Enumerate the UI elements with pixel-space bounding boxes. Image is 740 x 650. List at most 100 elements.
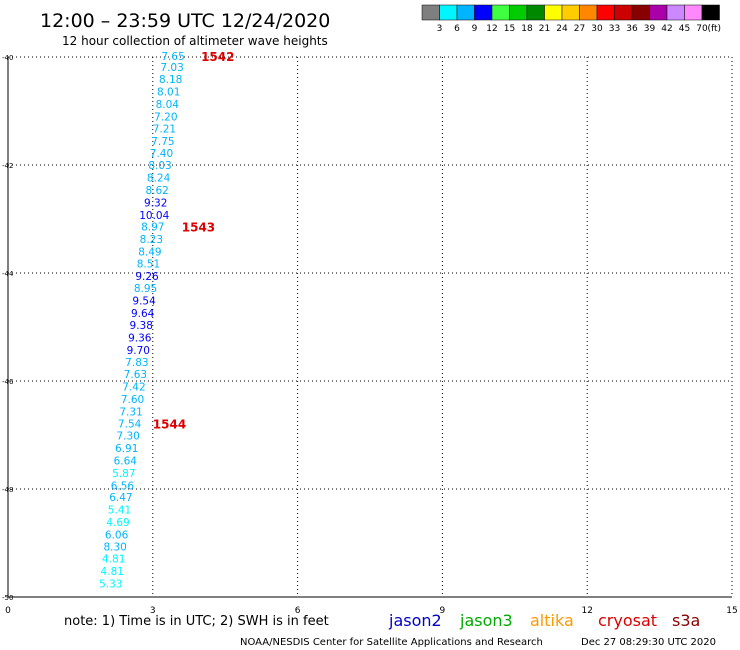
- colorbar-label: 27: [574, 24, 585, 34]
- colorbar-label: 42: [661, 24, 672, 34]
- colorbar-swatch: [474, 4, 493, 21]
- colorbar-label: 21: [539, 24, 550, 34]
- colorbar-label: 36: [626, 24, 638, 34]
- colorbar-label: 45: [679, 24, 690, 34]
- data-point-label: 7.20: [154, 111, 177, 123]
- colorbar-swatch: [579, 4, 598, 21]
- colorbar-swatch: [544, 4, 563, 21]
- data-point-label: 8.62: [145, 185, 168, 197]
- footer-source: NOAA/NESDIS Center for Satellite Applica…: [240, 637, 543, 648]
- colorbar-label: 6: [454, 24, 460, 34]
- data-point-label: 7.60: [121, 394, 144, 406]
- colorbar-label: 3: [437, 24, 443, 34]
- data-point-label: 7.42: [122, 381, 145, 393]
- x-tick-label: 15: [726, 606, 737, 616]
- data-point-label: 4.69: [106, 517, 129, 529]
- colorbar-swatch: [649, 4, 668, 21]
- x-tick-label: 12: [581, 606, 592, 616]
- colorbar-swatch: [701, 4, 720, 21]
- data-point-label: 7.03: [160, 62, 183, 74]
- data-point-label: 7.83: [125, 357, 148, 369]
- data-point-label: 6.47: [109, 492, 132, 504]
- data-point-label: 8.01: [157, 87, 180, 99]
- data-point-label: 7.75: [151, 136, 174, 148]
- time-label: 1543: [182, 221, 215, 235]
- data-point-label: 6.06: [105, 529, 129, 541]
- data-point-label: 7.54: [118, 419, 142, 431]
- data-point-label: 8.49: [138, 246, 161, 258]
- data-point-label: 10.04: [139, 210, 169, 222]
- colorbar-swatch: [526, 4, 545, 21]
- time-label: 1544: [153, 418, 186, 432]
- colorbar-swatch: [596, 4, 615, 21]
- time-label: 1542: [201, 50, 234, 64]
- data-point-label: 7.63: [124, 369, 147, 381]
- colorbar-label: 9: [472, 24, 478, 34]
- data-point-label: 8.04: [156, 99, 180, 111]
- colorbar-swatch: [666, 4, 685, 21]
- x-tick-label: 0: [5, 606, 11, 616]
- colorbar-swatch: [421, 4, 440, 21]
- colorbar-label: 12: [486, 24, 497, 34]
- data-point-label: 9.54: [132, 296, 156, 308]
- y-tick-label: -44: [2, 270, 14, 278]
- data-point-label: 9.64: [131, 308, 155, 320]
- colorbar-label: 30: [591, 24, 603, 34]
- x-tick-label: 6: [295, 606, 301, 616]
- satellite-jason3: jason3: [459, 611, 513, 630]
- colorbar-swatch: [456, 4, 475, 21]
- colorbar-label: 18: [521, 24, 533, 34]
- data-point-label: 4.81: [101, 566, 124, 578]
- data-point-label: 4.81: [102, 554, 125, 566]
- data-point-label: 9.26: [135, 271, 159, 283]
- note-text: note: 1) Time is in UTC; 2) SWH is in fe…: [64, 614, 329, 629]
- colorbar: 3 6 9 12 15 18 21 24 27 30 33 36 39 42 45 70 (ft): [421, 4, 722, 34]
- colorbar-swatch: [631, 4, 650, 21]
- data-point-label: 6.56: [111, 480, 135, 492]
- colorbar-swatch: [684, 4, 703, 21]
- data-point-label: 7.31: [119, 406, 142, 418]
- colorbar-label: 15: [504, 24, 515, 34]
- y-tick-label: -40: [2, 54, 13, 62]
- colorbar-unit: (ft): [708, 24, 722, 34]
- data-point-label: 5.87: [112, 468, 135, 480]
- data-point-label: 8.30: [103, 541, 126, 553]
- colorbar-label: 33: [609, 24, 620, 34]
- data-point-label: 7.21: [153, 123, 176, 135]
- y-tick-label: -50: [2, 594, 13, 602]
- x-tick-label: 3: [150, 606, 156, 616]
- y-tick-label: -46: [2, 378, 14, 386]
- data-point-label: 8.03: [148, 160, 171, 172]
- y-tick-label: -48: [2, 486, 13, 494]
- colorbar-swatch: [509, 4, 528, 21]
- data-point-label: 9.70: [127, 345, 150, 357]
- satellite-cryosat: cryosat: [598, 611, 657, 630]
- footer-timestamp: Dec 27 08:29:30 UTC 2020: [581, 637, 716, 648]
- data-point-label: 8.24: [147, 173, 171, 185]
- data-point-label: 8.18: [159, 74, 182, 86]
- data-point-label: 6.91: [115, 443, 138, 455]
- data-point-label: 8.95: [134, 283, 157, 295]
- colorbar-label: 70: [696, 24, 708, 34]
- chart-title: 12:00 – 23:59 UTC 12/24/2020: [40, 10, 330, 32]
- data-point-label: 9.32: [144, 197, 167, 209]
- colorbar-swatch: [439, 4, 458, 21]
- data-point-label: 9.38: [130, 320, 153, 332]
- data-point-label: 7.65: [161, 51, 184, 63]
- colorbar-label: 24: [556, 24, 568, 34]
- data-point-label: 7.30: [116, 431, 139, 443]
- data-point-label: 5.41: [108, 505, 131, 517]
- satellite-jason2: jason2: [388, 611, 442, 630]
- data-point-label: 8.97: [141, 222, 164, 234]
- data-point-label: 6.64: [114, 455, 138, 467]
- colorbar-swatch: [561, 4, 580, 21]
- data-point-label: 9.36: [128, 332, 152, 344]
- colorbar-swatch: [614, 4, 633, 21]
- chart-subtitle: 12 hour collection of altimeter wave hei…: [62, 34, 328, 48]
- satellite-altika: altika: [530, 611, 574, 630]
- y-tick-label: -42: [2, 162, 13, 170]
- data-point-label: 8.23: [140, 234, 163, 246]
- colorbar-swatch: [491, 4, 510, 21]
- plot-area: -40-42-44-46-48-500 3 6 9 12 157.657.038.188.…: [2, 50, 738, 616]
